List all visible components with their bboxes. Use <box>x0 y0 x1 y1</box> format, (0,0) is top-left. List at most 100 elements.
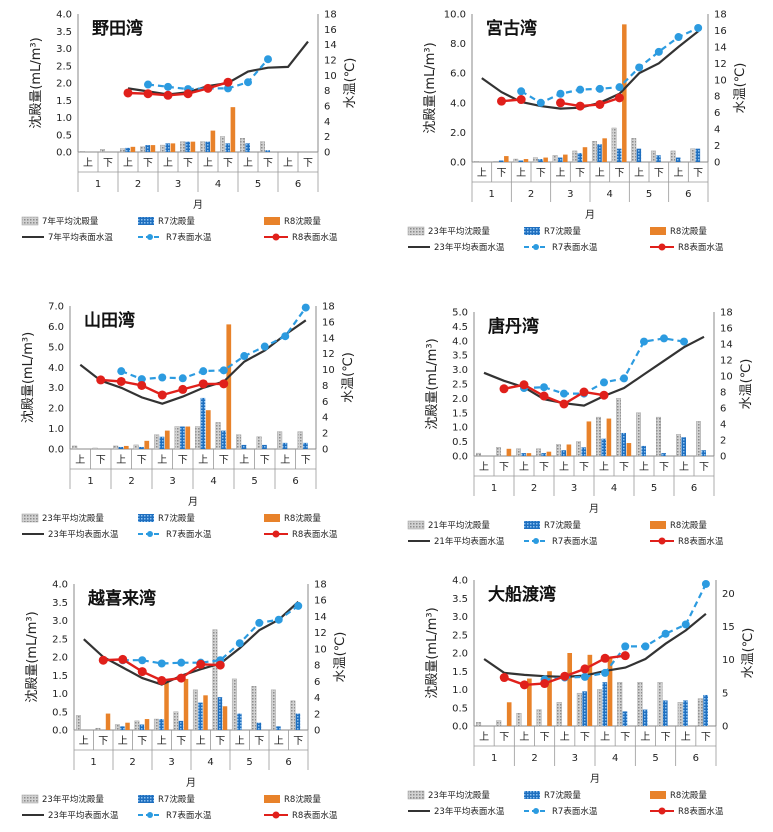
y-tick-label: 1.0 <box>452 423 468 434</box>
line-r7-temp-point <box>224 84 232 93</box>
legend-label: R8表面水温 <box>292 529 338 540</box>
y2-tick-label: 0 <box>324 148 330 159</box>
line-r7-temp-point <box>244 78 252 87</box>
bar-r7 <box>602 682 608 726</box>
half-month-label: 上 <box>479 731 489 743</box>
bar-r7 <box>221 430 226 449</box>
month-label: 1 <box>90 757 96 768</box>
bar-r7 <box>518 160 524 162</box>
bar-r7 <box>675 157 681 162</box>
line-r7-temp-point <box>157 659 166 668</box>
month-label: 1 <box>95 179 101 190</box>
bar-avg <box>493 161 499 163</box>
y2-tick-label: 8 <box>720 388 726 399</box>
bar-avg <box>690 148 696 163</box>
bar-avg <box>215 422 221 450</box>
bar-avg <box>95 727 101 731</box>
bar-r7 <box>262 444 267 449</box>
y2-tick-label: 14 <box>314 612 327 623</box>
legend-swatch-r7 <box>138 514 154 522</box>
bar-r8 <box>506 702 512 726</box>
line-avg-temp <box>483 335 705 407</box>
bar-r8 <box>543 157 548 162</box>
legend-label: R8沈殿量 <box>670 790 707 801</box>
chart-panel: 0.0 0.5 1.0 1.5 2.0 2.5 3.0 3.5 4.0 0 2 4 6 8 10 12 14 16… <box>0 0 386 270</box>
half-month-label: 上 <box>243 157 253 169</box>
line-r7-temp-point <box>255 618 264 627</box>
half-month-label: 上 <box>674 167 684 179</box>
bar-r8 <box>170 143 176 152</box>
line-r7-temp-point <box>560 389 568 398</box>
bar-avg <box>277 431 283 450</box>
legend-swatch-avg <box>407 520 425 530</box>
bar-avg <box>615 398 621 457</box>
bar-r7 <box>601 438 606 456</box>
line-r8-temp-point <box>118 654 128 664</box>
half-month-label: 上 <box>681 731 691 743</box>
legend-marker-r7 <box>533 244 539 250</box>
bar-avg <box>631 138 637 163</box>
line-r8-temp-point <box>96 375 106 385</box>
bar-r7 <box>538 159 543 162</box>
legend-label: R8沈殿量 <box>284 513 321 524</box>
half-month-label: 下 <box>575 168 585 179</box>
month-label: 2 <box>129 757 135 768</box>
line-r7-temp-point <box>595 84 604 93</box>
bar-r7 <box>597 144 602 162</box>
y-tick-label: 3.5 <box>56 27 72 38</box>
bar-avg <box>670 150 676 163</box>
bar-r8 <box>210 130 216 152</box>
y-tick-label: 2.0 <box>450 128 466 139</box>
bar-r7 <box>641 445 646 456</box>
bar-r7 <box>245 143 250 152</box>
line-r7-temp-point <box>235 639 244 648</box>
legend-marker-r8 <box>658 243 666 251</box>
bar-r7 <box>159 436 165 449</box>
half-month-label: 下 <box>580 732 590 743</box>
half-month-label: 上 <box>634 167 644 179</box>
line-r7-temp <box>120 306 307 381</box>
line-avg-temp <box>127 40 309 96</box>
bar-avg <box>617 681 623 727</box>
half-month-label: 上 <box>79 735 89 747</box>
bar-r8 <box>546 451 552 456</box>
half-month-label: 上 <box>283 157 293 169</box>
bar-r7 <box>521 453 526 456</box>
y2-tick-label: 2 <box>720 436 726 447</box>
half-month-label: 下 <box>699 462 709 473</box>
bar-avg <box>290 700 296 731</box>
y-tick-label: 5.0 <box>452 308 468 319</box>
line-r8-temp-point <box>556 98 565 108</box>
bar-r8 <box>607 656 613 726</box>
y2-tick-label: 8 <box>324 86 330 97</box>
half-month-label: 上 <box>599 461 609 473</box>
legend-swatch-r8 <box>264 795 280 803</box>
line-r8-temp-point <box>116 376 126 386</box>
line-avg-temp <box>483 612 707 679</box>
y-tick-label: 2.0 <box>452 394 468 405</box>
y-axis-label: 沈殿量(mL/m³) <box>25 611 40 702</box>
bar-avg <box>475 452 481 457</box>
title-box <box>82 586 162 610</box>
y2-tick-label: 6 <box>714 108 720 119</box>
line-r7-temp-point <box>660 334 668 343</box>
y-tick-label: 0.5 <box>452 703 468 714</box>
bar-avg <box>496 720 502 727</box>
month-label: 5 <box>652 753 658 764</box>
bar-r8 <box>205 410 211 449</box>
half-month-label: 下 <box>301 455 311 466</box>
line-r7-temp-point <box>260 342 269 351</box>
bar-avg <box>535 448 541 457</box>
bar-r7 <box>636 148 642 162</box>
y2-tick-label: 2 <box>714 141 720 152</box>
chart-title: 野田湾 <box>92 18 143 39</box>
bar-avg <box>179 141 185 153</box>
bar-avg <box>159 144 165 153</box>
y-tick-label: 4.5 <box>452 322 468 333</box>
legend-swatch-avg <box>21 513 39 523</box>
bar-avg <box>173 711 179 731</box>
y-tick-label: 3.0 <box>48 383 64 394</box>
half-month-label: 上 <box>519 461 529 473</box>
bar-r8 <box>506 448 512 456</box>
y2-tick-label: 4 <box>314 693 320 704</box>
